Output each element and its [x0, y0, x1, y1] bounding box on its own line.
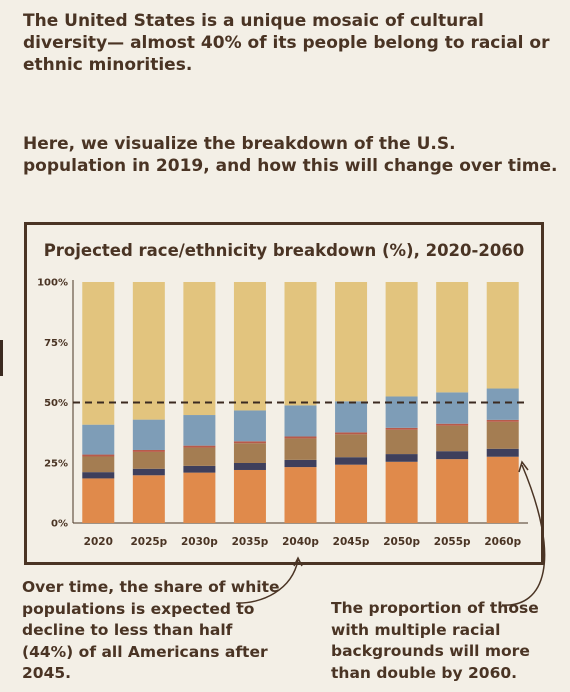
x-tick-label: 2040p: [282, 536, 319, 548]
bar-segment: [335, 457, 368, 465]
bar-segment: [82, 282, 115, 425]
bar-segment: [183, 465, 216, 473]
bar-segment: [436, 282, 469, 393]
bar-segment: [183, 447, 216, 466]
bar-segment: [385, 461, 418, 523]
chart-title: Projected race/ethnicity breakdown (%), …: [43, 241, 525, 260]
bar-segment: [436, 423, 469, 426]
bar-segment: [486, 419, 519, 422]
bar-segment: [183, 445, 216, 448]
x-tick-label: 2025p: [130, 536, 167, 548]
annotation-white-decline: Over time, the share of white population…: [22, 578, 280, 682]
bar-segment: [82, 456, 115, 473]
bar-segment: [132, 419, 165, 450]
y-tick-label: 25%: [44, 458, 68, 469]
intro-text-2: Here, we visualize the breakdown of the …: [23, 134, 558, 176]
bar-segment: [82, 454, 115, 457]
bar-segment: [132, 475, 165, 523]
bar-segment: [436, 425, 469, 452]
bar-segment: [233, 462, 266, 470]
bar-segment: [82, 472, 115, 479]
bar-segment: [486, 388, 519, 420]
arrow-head-2040: [293, 556, 303, 567]
bar-segment: [436, 459, 469, 523]
bar-segment: [82, 478, 115, 523]
edge-marker: [0, 340, 3, 376]
bar-segment: [436, 451, 469, 460]
bar-segment: [385, 427, 418, 430]
annotation-multiple-race: The proportion of those with multiple ra…: [331, 599, 539, 682]
bar-segment: [335, 432, 368, 435]
bar-segment: [486, 282, 519, 389]
x-tick-label: 2035p: [232, 536, 269, 548]
x-tick-label: 2055p: [434, 536, 471, 548]
bar-segment: [335, 401, 368, 433]
bar-segment: [486, 421, 519, 449]
bar-segment: [284, 436, 317, 439]
bar-segment: [132, 449, 165, 452]
bar-segment: [233, 443, 266, 463]
y-tick-label: 100%: [37, 278, 68, 289]
bar-segment: [284, 438, 317, 460]
y-tick-label: 50%: [44, 398, 68, 409]
x-tick-label: 2020: [84, 536, 113, 548]
bar-segment: [233, 441, 266, 444]
arrow-head-2060: [518, 460, 529, 473]
bar-segment: [284, 459, 317, 468]
bar-segment: [132, 282, 165, 420]
arrow-to-2060: [501, 464, 546, 606]
bar-segment: [385, 454, 418, 462]
intro-text: The United States is a unique mosaic of …: [23, 11, 550, 75]
bar-segment: [385, 282, 418, 397]
y-tick-label: 75%: [44, 338, 68, 349]
bar-segment: [335, 434, 368, 458]
bar-segment: [132, 451, 165, 469]
bar-segment: [82, 424, 115, 455]
bar-segment: [436, 392, 469, 424]
bar-segment: [233, 469, 266, 523]
x-tick-label: 2045p: [333, 536, 370, 548]
bar-segment: [284, 282, 317, 406]
y-tick-label: 0%: [51, 519, 68, 530]
bar-segment: [132, 468, 165, 476]
bar-segment: [183, 282, 216, 416]
bar-segment: [183, 415, 216, 446]
bar-segment: [233, 410, 266, 442]
bar-segment: [486, 448, 519, 457]
bar-segment: [385, 429, 418, 455]
bar-segment: [335, 282, 368, 402]
bar-segment: [183, 472, 216, 523]
bar-segment: [335, 464, 368, 523]
x-tick-label: 2030p: [181, 536, 218, 548]
x-tick-label: 2060p: [484, 536, 521, 548]
bar-segment: [284, 405, 317, 437]
bar-segment: [284, 467, 317, 523]
x-tick-label: 2050p: [383, 536, 420, 548]
bar-segment: [233, 282, 266, 411]
arrow-to-2040: [235, 559, 299, 604]
bar-segment: [486, 456, 519, 523]
chart-frame: Projected race/ethnicity breakdown (%), …: [24, 222, 544, 565]
